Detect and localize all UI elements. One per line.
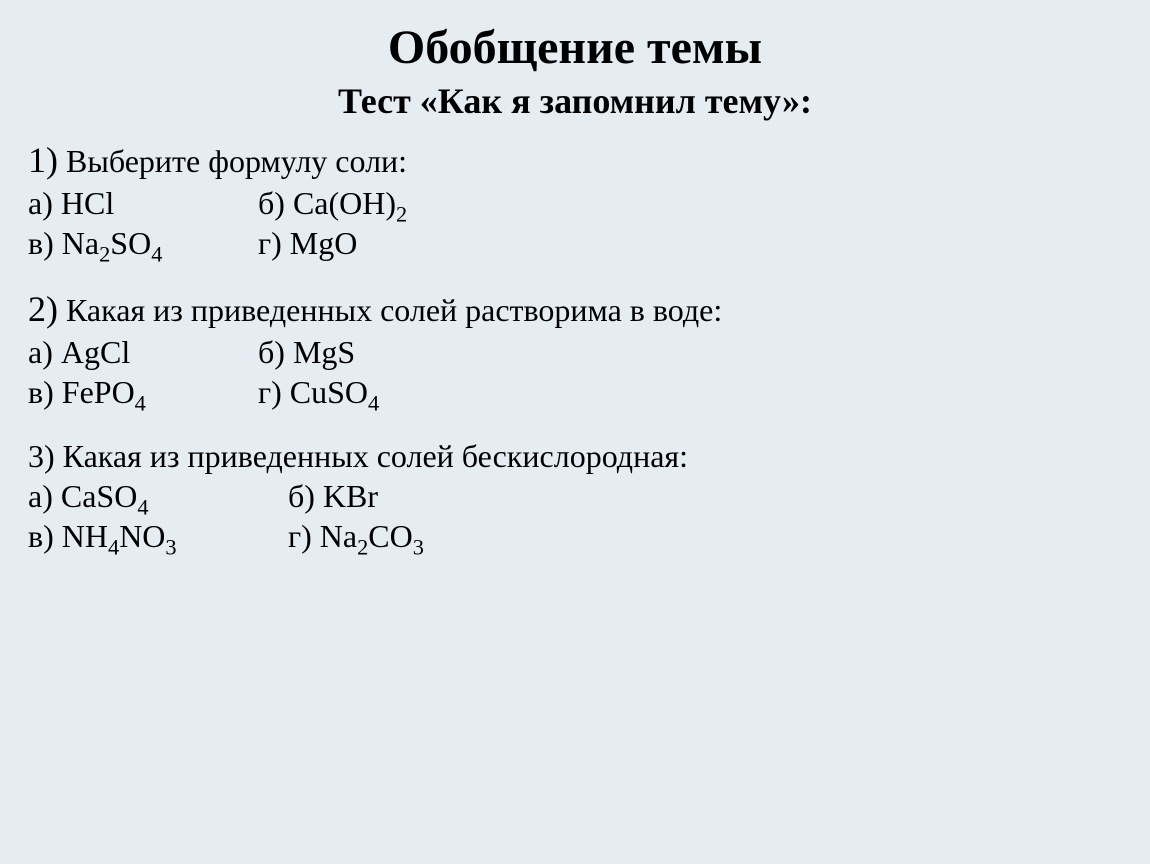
option-label: а) [28,185,61,221]
question-1-option-a: а) HCl [28,183,258,223]
option-formula: CuSO4 [290,374,379,410]
question-2: 2) Какая из приведенных солей растворима… [28,287,1122,412]
option-label: г) [258,374,290,410]
question-3-option-a: а) CaSO4 [28,476,288,516]
question-1-text: Выберите формулу соли: [58,143,407,179]
question-2-number: 2) [28,289,58,329]
option-label: в) [28,374,62,410]
option-label: г) [258,225,290,261]
option-formula: NH4NO3 [62,518,177,554]
question-2-option-v: в) FePO4 [28,372,258,412]
option-label: г) [288,518,320,554]
option-label: б) [288,478,323,514]
question-3-prompt: 3) Какая из приведенных солей бескислоро… [28,436,1122,476]
question-2-row-vg: в) FePO4 г) CuSO4 [28,372,1122,412]
question-2-prompt: 2) Какая из приведенных солей растворима… [28,287,1122,332]
option-formula: MgO [290,225,358,261]
option-label: б) [258,334,293,370]
option-formula: MgS [293,334,355,370]
option-formula: HCl [61,185,114,221]
question-1-prompt: 1) Выберите формулу соли: [28,138,1122,183]
question-2-option-b: б) MgS [258,332,1122,372]
question-1-number: 1) [28,140,58,180]
option-label: а) [28,334,61,370]
option-label: а) [28,478,61,514]
option-label: б) [258,185,293,221]
question-1-option-v: в) Na2SO4 [28,223,258,263]
question-1-row-vg: в) Na2SO4 г) MgO [28,223,1122,263]
option-label: в) [28,225,62,261]
question-2-option-g: г) CuSO4 [258,372,1122,412]
question-1-row-ab: а) HCl б) Ca(OH)2 [28,183,1122,223]
question-3-row-vg: в) NH4NO3 г) Na2CO3 [28,516,1122,556]
question-3: 3) Какая из приведенных солей бескислоро… [28,436,1122,556]
option-label: в) [28,518,62,554]
question-3-number: 3) [28,438,63,474]
option-formula: KBr [323,478,378,514]
option-formula: Ca(OH)2 [293,185,407,221]
question-3-text: Какая из приведенных солей бескислородна… [63,438,688,474]
option-formula: Na2SO4 [62,225,163,261]
question-1-option-g: г) MgO [258,223,1122,263]
question-1-option-b: б) Ca(OH)2 [258,183,1122,223]
option-formula: AgCl [61,334,130,370]
question-3-option-g: г) Na2CO3 [288,516,1122,556]
question-2-row-ab: а) AgCl б) MgS [28,332,1122,372]
question-2-text: Какая из приведенных солей растворима в … [58,292,722,328]
question-3-row-ab: а) CaSO4 б) KBr [28,476,1122,516]
question-2-option-a: а) AgCl [28,332,258,372]
question-3-option-b: б) KBr [288,476,1122,516]
slide-title: Обобщение темы [28,22,1122,75]
option-formula: CaSO4 [61,478,149,514]
question-3-option-v: в) NH4NO3 [28,516,288,556]
slide: Обобщение темы Тест «Как я запомнил тему… [0,0,1150,864]
slide-subtitle: Тест «Как я запомнил тему»: [28,81,1122,122]
option-formula: FePO4 [62,374,146,410]
question-1: 1) Выберите формулу соли: а) HCl б) Ca(O… [28,138,1122,263]
option-formula: Na2CO3 [320,518,424,554]
